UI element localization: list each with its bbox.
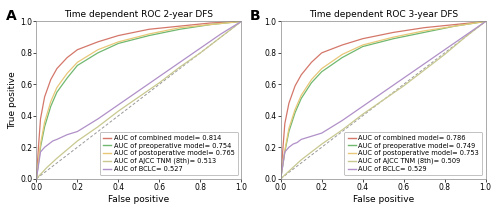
Title: Time dependent ROC 3-year DFS: Time dependent ROC 3-year DFS bbox=[308, 10, 458, 19]
Y-axis label: True positive: True positive bbox=[8, 71, 18, 129]
Text: B: B bbox=[250, 9, 260, 23]
Title: Time dependent ROC 2-year DFS: Time dependent ROC 2-year DFS bbox=[64, 10, 214, 19]
X-axis label: False positive: False positive bbox=[352, 195, 414, 204]
Text: A: A bbox=[6, 9, 16, 23]
X-axis label: False positive: False positive bbox=[108, 195, 170, 204]
Legend: AUC of combined model= 0.814, AUC of preoperative model= 0.754, AUC of postopera: AUC of combined model= 0.814, AUC of pre… bbox=[100, 132, 238, 175]
Legend: AUC of combined model= 0.786, AUC of preoperative model= 0.749, AUC of postopera: AUC of combined model= 0.786, AUC of pre… bbox=[344, 132, 482, 175]
